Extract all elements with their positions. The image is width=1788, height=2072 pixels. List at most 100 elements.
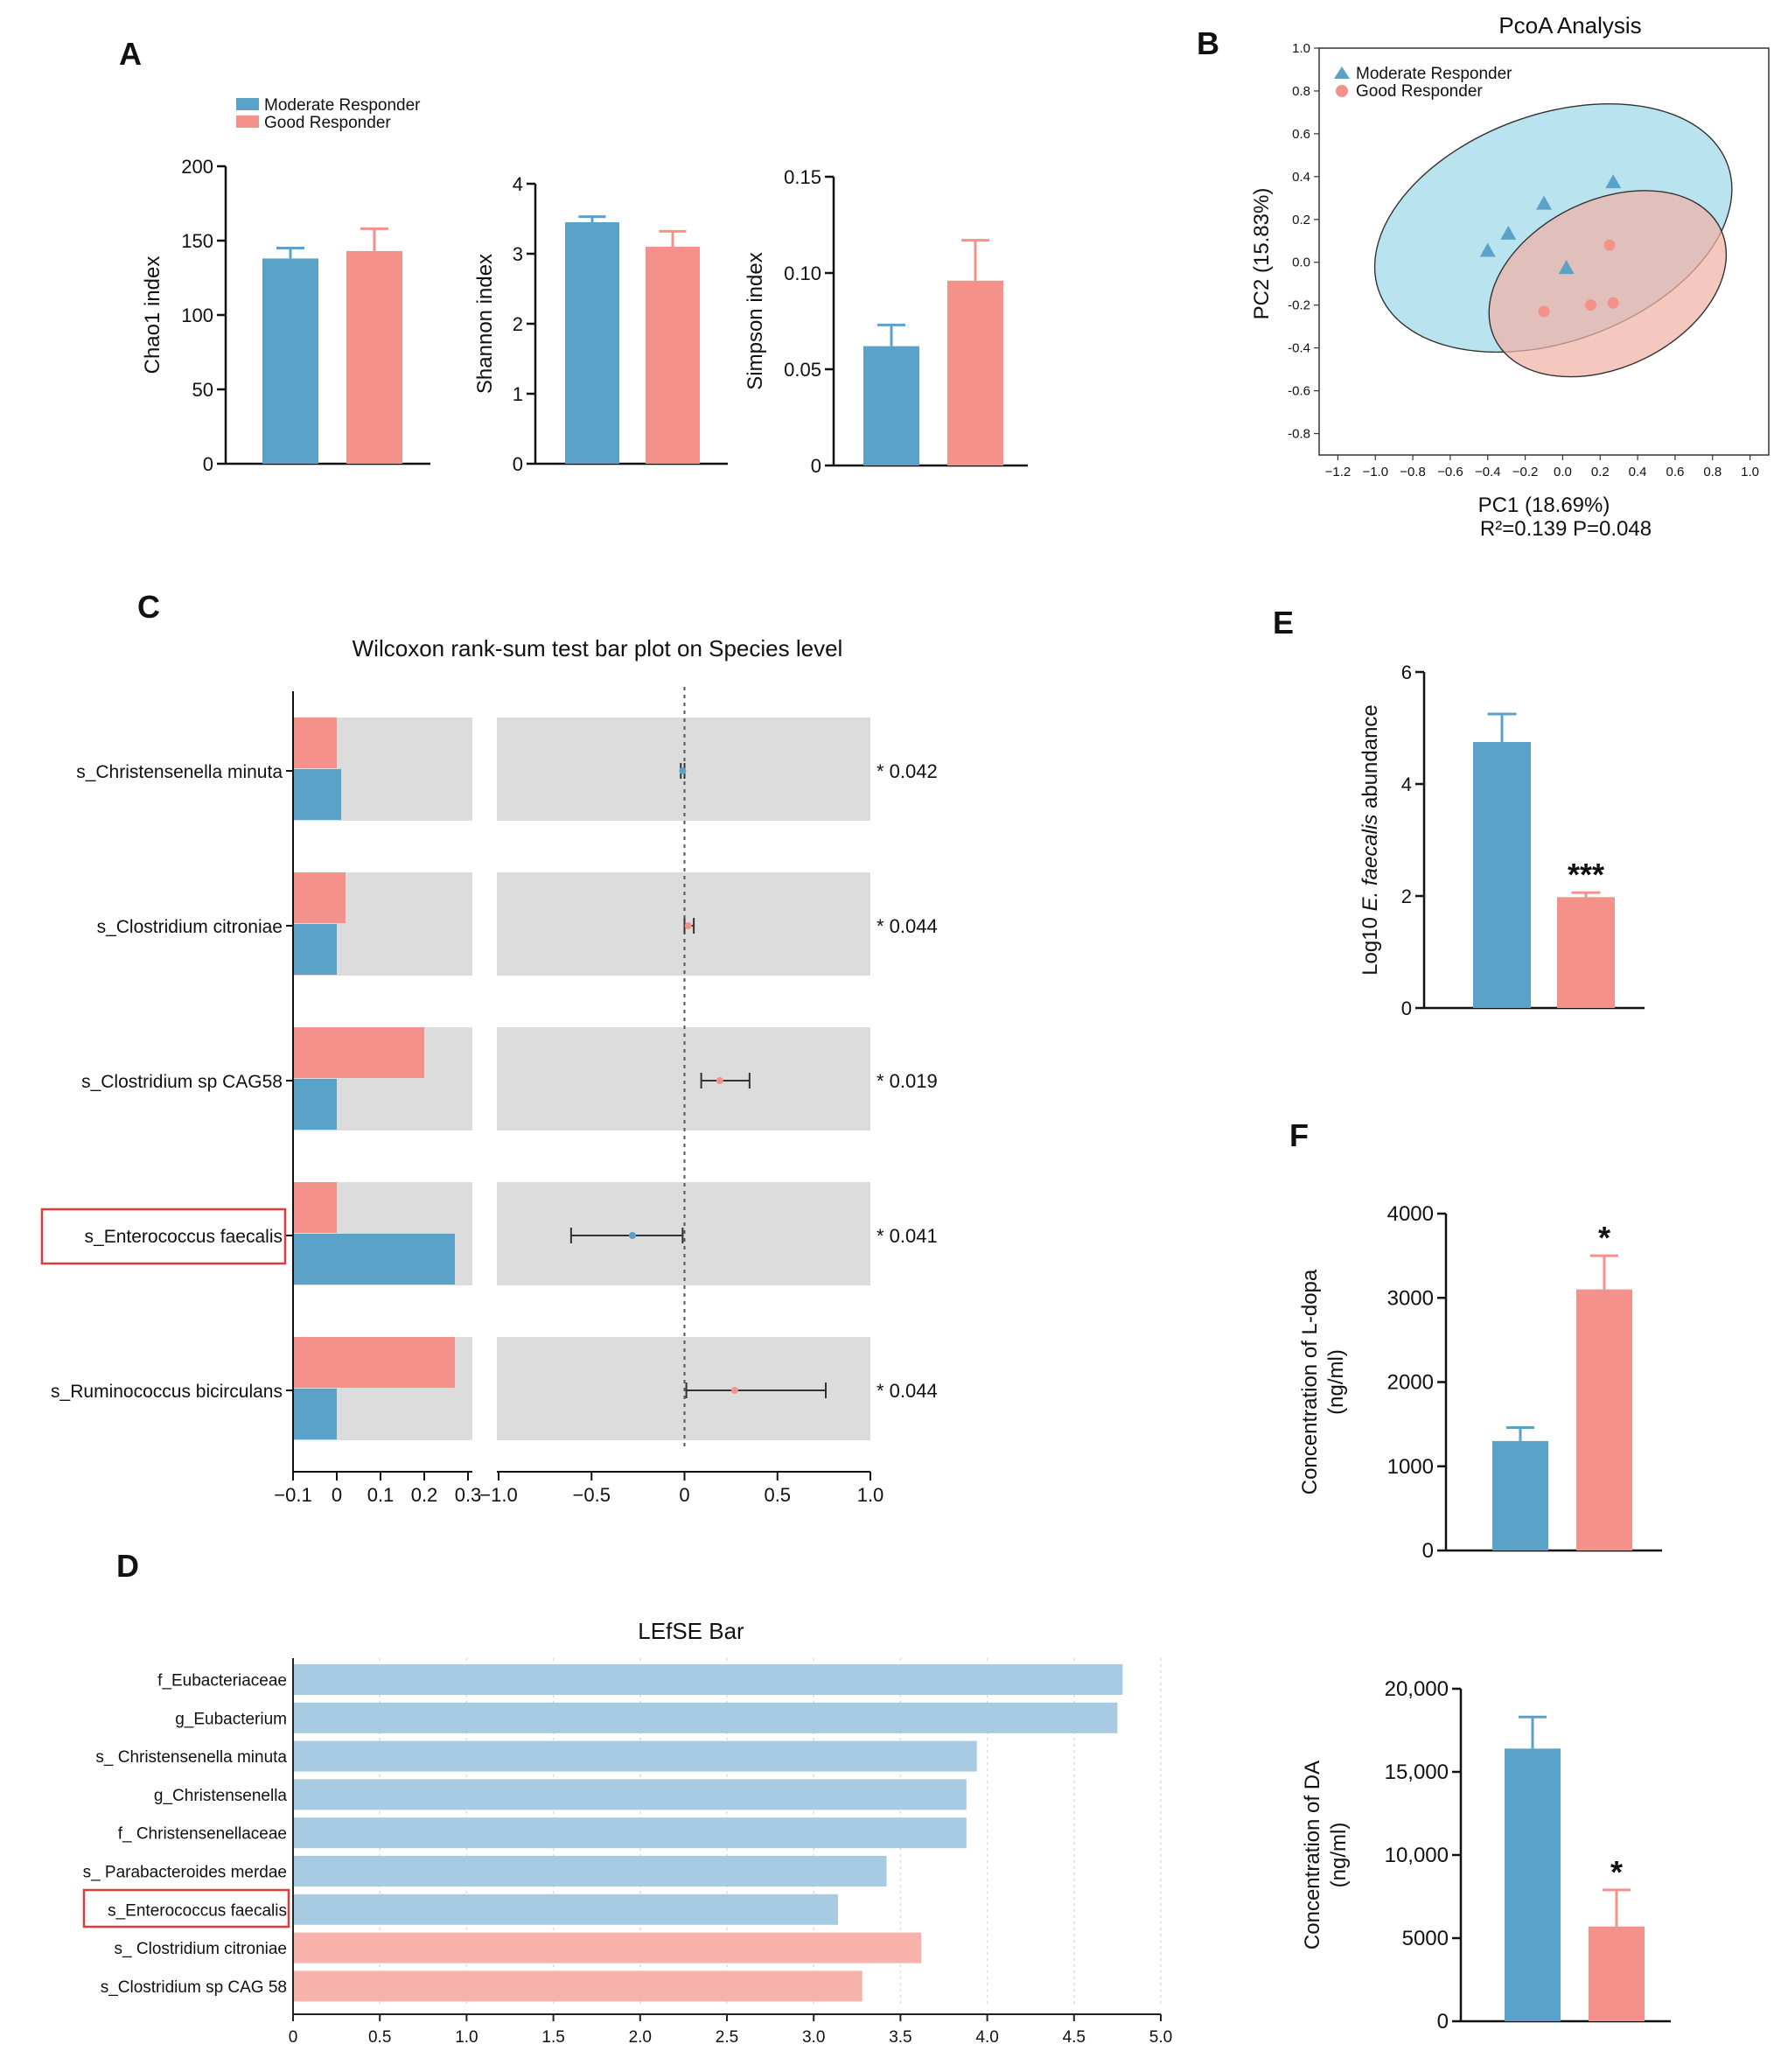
- y-tick-label: 150: [181, 230, 213, 252]
- ci-estimate: [629, 1232, 636, 1239]
- bar-moderate: [293, 924, 337, 975]
- y-axis-unit: (ng/ml): [1327, 1823, 1351, 1888]
- panel-labels: A B C D E F: [116, 25, 1309, 1584]
- x-tick-label: −0.4: [1475, 465, 1501, 480]
- lefse-label: f_Eubacteriaceae: [157, 1672, 287, 1690]
- point-moderate: [1605, 174, 1622, 189]
- x-tick-label: −0.2: [1512, 465, 1539, 480]
- significance-mark: *: [1610, 1854, 1623, 1890]
- x-tick-label: −0.5: [573, 1484, 611, 1506]
- x-tick-label: 0: [332, 1484, 342, 1506]
- x-axis-title: PC1 (18.69%): [1478, 494, 1610, 517]
- y-tick-label: 10,000: [1385, 1844, 1449, 1867]
- bar-good: [293, 1182, 337, 1233]
- bar-moderate: [293, 769, 341, 820]
- lefse-bar-moderate: [293, 1779, 967, 1810]
- x-tick-label: 4.5: [1063, 2028, 1086, 2047]
- y-tick-label: 5000: [1402, 1927, 1449, 1950]
- x-tick-label: −1.0: [479, 1484, 517, 1506]
- x-tick-label: 1.5: [541, 2028, 564, 2047]
- y-tick-label: 4: [1401, 774, 1412, 795]
- y-tick-label: 0.15: [784, 166, 821, 188]
- panel-label-d: D: [116, 1548, 139, 1584]
- bar-good: [293, 718, 337, 768]
- point-moderate: [1479, 242, 1496, 257]
- p-value-label: * 0.041: [877, 1225, 938, 1247]
- x-tick-label: −0.8: [1400, 465, 1426, 480]
- chart-title: Wilcoxon rank-sum test bar plot on Speci…: [353, 635, 843, 662]
- significance-mark: *: [1598, 1220, 1610, 1256]
- y-tick-label: 20,000: [1385, 1677, 1449, 1701]
- x-tick-label: 0.1: [367, 1484, 395, 1506]
- y-tick-label: 50: [192, 379, 213, 401]
- y-tick-label: 0.2: [1292, 213, 1310, 228]
- y-tick-label: 4000: [1387, 1202, 1434, 1226]
- lefse-bar-moderate: [293, 1894, 838, 1925]
- x-tick-label: −0.1: [274, 1484, 311, 1506]
- significance-mark: ***: [1568, 857, 1604, 892]
- ci-estimate: [730, 1387, 738, 1394]
- ci-estimate: [679, 767, 687, 774]
- lefse-label: s_ Christensenella minuta: [95, 1748, 287, 1767]
- y-tick-label: 2: [1401, 886, 1412, 907]
- y-axis-title: PC2 (15.83%): [1250, 188, 1274, 320]
- y-tick-label: -0.8: [1288, 427, 1310, 442]
- y-tick-label: 0: [1437, 2010, 1449, 2034]
- highlight-box: [40, 1208, 287, 1265]
- plot-frame: [1318, 47, 1770, 456]
- panel-label-b: B: [1197, 25, 1219, 61]
- point-moderate: [1500, 225, 1517, 240]
- y-axis-title: Chao1 index: [141, 256, 164, 374]
- y-axis-title: Concentration of DA: [1301, 1760, 1324, 1950]
- x-tick-label: 2.0: [629, 2028, 652, 2047]
- x-tick-label: 2.5: [716, 2028, 738, 2047]
- panel-f-concentrations: 0 1000 2000 3000 4000 * Concentration of L-dop…: [1298, 1202, 1671, 2034]
- x-tick-label: 0: [289, 2028, 298, 2047]
- ci-estimate: [716, 1077, 723, 1084]
- species-label: s_Clostridium sp CAG58: [81, 1072, 283, 1092]
- point-good: [1585, 299, 1597, 312]
- x-tick-label: 3.0: [802, 2028, 825, 2047]
- x-tick-label: 0.0: [1554, 465, 1572, 480]
- x-tick-label: 3.5: [889, 2028, 911, 2047]
- y-tick-label: 0.6: [1292, 127, 1310, 142]
- y-axis-title: Shannon index: [473, 254, 497, 394]
- panel-e-efaecalis: 0 2 4 6 *** Log10 E. faecalis abundance: [1358, 662, 1645, 1019]
- lefse-label: g_Eubacterium: [175, 1710, 287, 1728]
- x-tick-label: 4.0: [975, 2028, 998, 2047]
- legend-marker-moderate: [1334, 66, 1350, 79]
- y-tick-label: 1: [513, 383, 523, 405]
- x-tick-label: 0.3: [455, 1484, 482, 1506]
- legend-marker-good: [1336, 85, 1348, 97]
- legend-swatch-moderate: [236, 98, 259, 110]
- ci-estimate: [684, 922, 692, 929]
- y-axis-title: Simpson index: [744, 252, 767, 389]
- x-tick-label: 0.4: [1629, 465, 1647, 480]
- species-label: s_Enterococcus faecalis: [85, 1227, 283, 1247]
- x-tick-label: 0.2: [411, 1484, 438, 1506]
- point-moderate: [1558, 260, 1575, 275]
- panel-label-c: C: [137, 589, 160, 625]
- species-label: s_Christensenella minuta: [76, 762, 283, 782]
- bar-good: [293, 1337, 455, 1388]
- bar-moderate: [1505, 1748, 1561, 2021]
- y-axis-title: Log10 E. faecalis abundance: [1358, 704, 1382, 976]
- y-tick-label: 15,000: [1385, 1760, 1449, 1784]
- point-good: [1607, 297, 1619, 309]
- p-value-label: * 0.044: [877, 915, 938, 937]
- lefse-bar-good: [293, 1970, 863, 2002]
- point-good: [1538, 305, 1550, 318]
- x-tick-label: −0.6: [1437, 465, 1463, 480]
- point-good: [1603, 239, 1616, 251]
- lefse-bar-moderate: [293, 1664, 1123, 1695]
- bar-moderate: [293, 1079, 337, 1130]
- x-tick-label: 0.2: [1591, 465, 1610, 480]
- legend-label-good: Good Responder: [1356, 82, 1483, 101]
- x-tick-label: 0.8: [1703, 465, 1722, 480]
- p-value-label: * 0.019: [877, 1070, 938, 1092]
- legend-swatch-good: [236, 116, 259, 128]
- lefse-label: s_Enterococcus faecalis: [108, 1901, 287, 1920]
- y-tick-label: 1.0: [1292, 41, 1310, 56]
- y-axis-unit: (ng/ml): [1324, 1349, 1348, 1415]
- y-tick-label: 3: [513, 243, 523, 265]
